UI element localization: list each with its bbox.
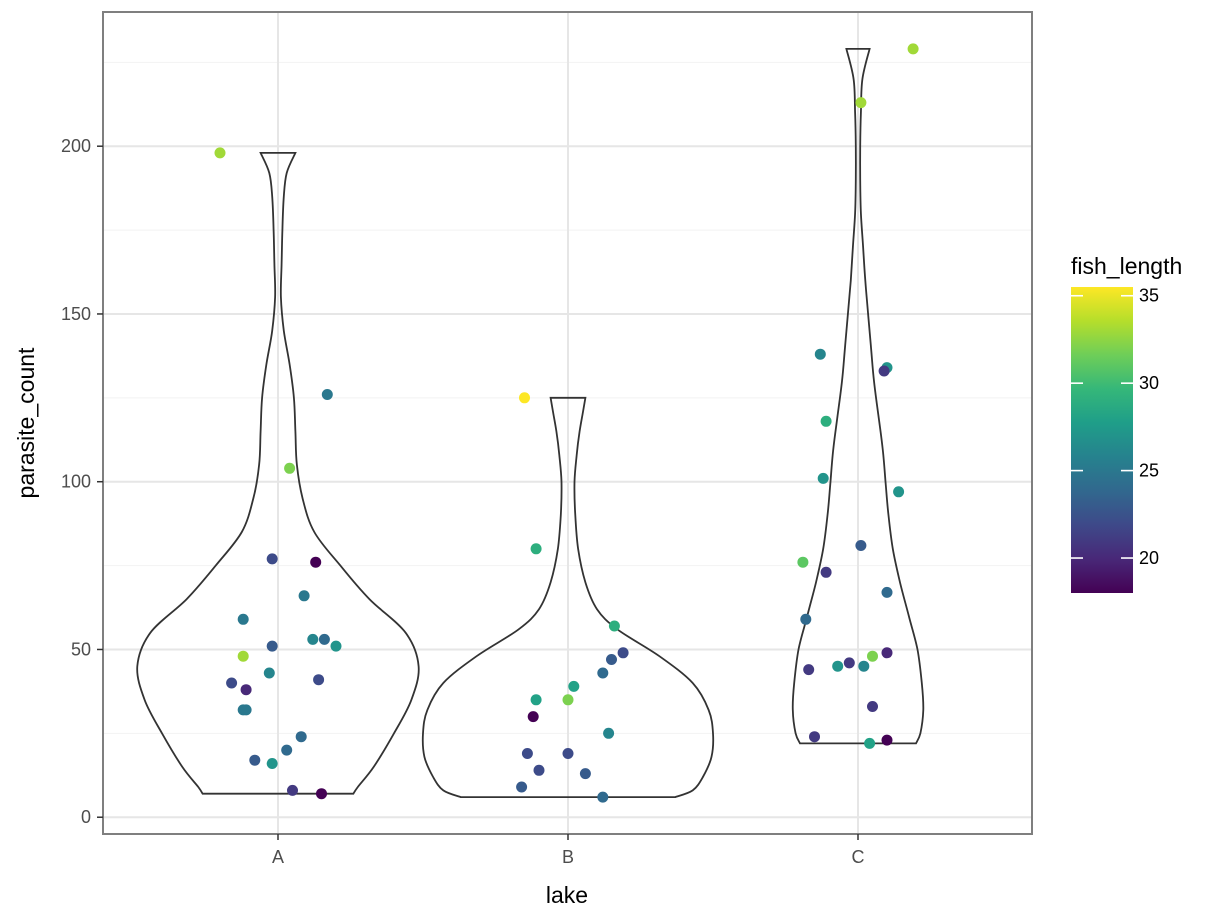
data-point bbox=[803, 664, 815, 676]
data-point bbox=[832, 660, 844, 672]
data-point bbox=[530, 694, 542, 706]
data-point bbox=[881, 734, 893, 746]
data-point bbox=[240, 684, 252, 696]
data-point bbox=[287, 784, 298, 796]
data-point bbox=[800, 613, 812, 625]
data-point bbox=[533, 764, 545, 776]
data-point bbox=[266, 640, 278, 652]
data-point bbox=[606, 654, 617, 665]
data-point bbox=[855, 97, 867, 109]
data-point bbox=[263, 667, 275, 679]
y-tick-label: 200 bbox=[61, 136, 91, 156]
data-point bbox=[214, 147, 226, 159]
data-point bbox=[298, 590, 310, 602]
violin-a bbox=[136, 152, 420, 795]
colorbar bbox=[1071, 287, 1133, 593]
data-point bbox=[617, 647, 629, 659]
data-point bbox=[318, 633, 330, 645]
data-point bbox=[568, 680, 580, 692]
data-point bbox=[281, 744, 293, 756]
data-point bbox=[881, 647, 893, 659]
data-point bbox=[321, 389, 333, 400]
y-axis: 0 50 100 150 200 bbox=[61, 136, 103, 827]
colorbar-tick-label: 30 bbox=[1139, 373, 1159, 393]
data-point bbox=[330, 640, 342, 652]
data-point bbox=[608, 620, 620, 632]
legend-title: fish_length bbox=[1071, 253, 1182, 279]
data-point bbox=[516, 781, 528, 793]
colorbar-tick-label: 25 bbox=[1139, 461, 1159, 481]
y-tick-label: 150 bbox=[61, 304, 91, 324]
data-point bbox=[266, 553, 278, 565]
color-legend: fish_length 20 25 30 35 bbox=[1071, 253, 1182, 593]
x-tick-label: C bbox=[852, 847, 865, 867]
y-tick-label: 50 bbox=[71, 639, 91, 659]
data-point bbox=[864, 737, 876, 749]
data-point bbox=[867, 701, 878, 712]
data-point bbox=[519, 392, 530, 404]
colorbar-tick-label: 35 bbox=[1139, 286, 1159, 306]
point-layer bbox=[214, 43, 919, 803]
x-tick-label: A bbox=[272, 847, 284, 867]
y-axis-title: parasite_count bbox=[13, 347, 39, 498]
data-point bbox=[295, 731, 307, 743]
x-axis: A B C bbox=[272, 834, 865, 867]
data-point bbox=[797, 556, 809, 568]
data-point bbox=[820, 566, 832, 578]
data-point bbox=[237, 650, 249, 662]
x-tick-label: B bbox=[562, 847, 574, 867]
colorbar-tick-label: 20 bbox=[1139, 548, 1159, 568]
data-point bbox=[521, 748, 533, 759]
data-point bbox=[597, 667, 609, 679]
violin-layer bbox=[136, 48, 925, 798]
data-point bbox=[530, 543, 542, 555]
data-point bbox=[240, 704, 252, 716]
data-point bbox=[878, 365, 890, 377]
data-point bbox=[603, 727, 615, 739]
data-point bbox=[867, 650, 878, 662]
data-point bbox=[814, 348, 826, 360]
y-tick-label: 0 bbox=[81, 807, 91, 827]
data-point bbox=[310, 556, 322, 568]
violin-b bbox=[421, 396, 715, 798]
data-point bbox=[307, 633, 319, 645]
data-point bbox=[809, 731, 820, 743]
data-point bbox=[893, 486, 905, 498]
x-axis-title: lake bbox=[546, 882, 588, 908]
data-point bbox=[313, 674, 325, 686]
violin-c bbox=[791, 48, 925, 745]
data-point bbox=[237, 613, 249, 625]
data-point bbox=[562, 748, 574, 759]
colorbar-ticks: 20 25 30 35 bbox=[1071, 286, 1159, 568]
data-point bbox=[817, 472, 829, 484]
data-point bbox=[266, 758, 278, 769]
data-point bbox=[527, 711, 539, 723]
data-point bbox=[820, 415, 832, 427]
data-point bbox=[858, 660, 870, 672]
data-point bbox=[316, 788, 327, 800]
data-point bbox=[284, 462, 296, 474]
data-point bbox=[881, 586, 893, 598]
data-point bbox=[562, 694, 574, 706]
data-point bbox=[579, 768, 591, 780]
data-point bbox=[226, 677, 238, 689]
data-point bbox=[907, 43, 919, 55]
y-tick-label: 100 bbox=[61, 472, 91, 492]
data-point bbox=[843, 657, 855, 669]
data-point bbox=[249, 754, 261, 766]
data-point bbox=[855, 540, 867, 551]
major-gridlines bbox=[103, 12, 1032, 834]
data-point bbox=[597, 791, 609, 803]
